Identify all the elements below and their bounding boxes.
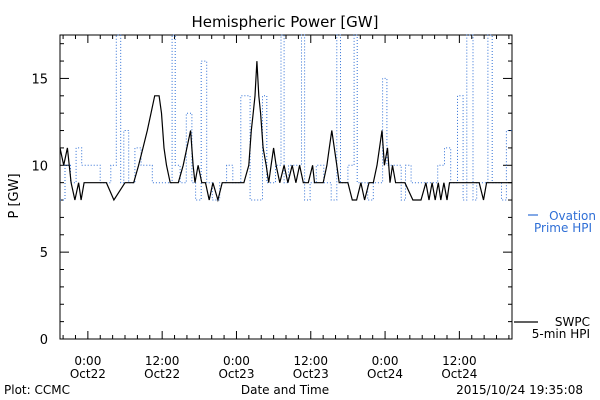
- series-layer: [59, 34, 512, 203]
- x-axis: 0:00Oct2212:00Oct220:00Oct2312:00Oct230:…: [62, 35, 510, 381]
- x-tick-time: 0:00: [372, 354, 399, 368]
- x-tick-time: 12:00: [442, 354, 477, 368]
- y-tick-label: 5: [40, 246, 48, 261]
- x-axis-label: Date and Time: [241, 383, 329, 397]
- legend-swpc-label-1: SWPC: [555, 315, 590, 329]
- x-tick-time: 0:00: [74, 354, 101, 368]
- legend-ovation-label-2: Prime HPI: [534, 221, 592, 235]
- y-axis: 0 5 10 15: [31, 43, 512, 348]
- series-swpc-line: [59, 61, 512, 203]
- x-tick-date: Oct24: [367, 367, 403, 381]
- legend-swpc-label-2: 5-min HPI: [532, 327, 590, 341]
- x-tick-time: 12:00: [293, 354, 328, 368]
- x-tick-date: Oct23: [218, 367, 254, 381]
- timestamp: 2015/10/24 19:35:08: [456, 383, 583, 397]
- x-tick-date: Oct22: [70, 367, 106, 381]
- y-axis-label: P [GW]: [7, 173, 22, 218]
- x-tick-time: 0:00: [223, 354, 250, 368]
- y-tick-label: 10: [31, 159, 48, 174]
- x-tick-date: Oct24: [441, 367, 477, 381]
- plot-credit: Plot: CCMC: [4, 383, 70, 397]
- x-tick-date: Oct23: [293, 367, 329, 381]
- x-tick-date: Oct22: [144, 367, 180, 381]
- y-tick-label: 0: [40, 333, 48, 348]
- legend-ovation-label-1: Ovation: [549, 209, 596, 223]
- x-tick-time: 12:00: [145, 354, 180, 368]
- chart-title: Hemispheric Power [GW]: [192, 13, 379, 31]
- y-tick-label: 15: [31, 72, 48, 87]
